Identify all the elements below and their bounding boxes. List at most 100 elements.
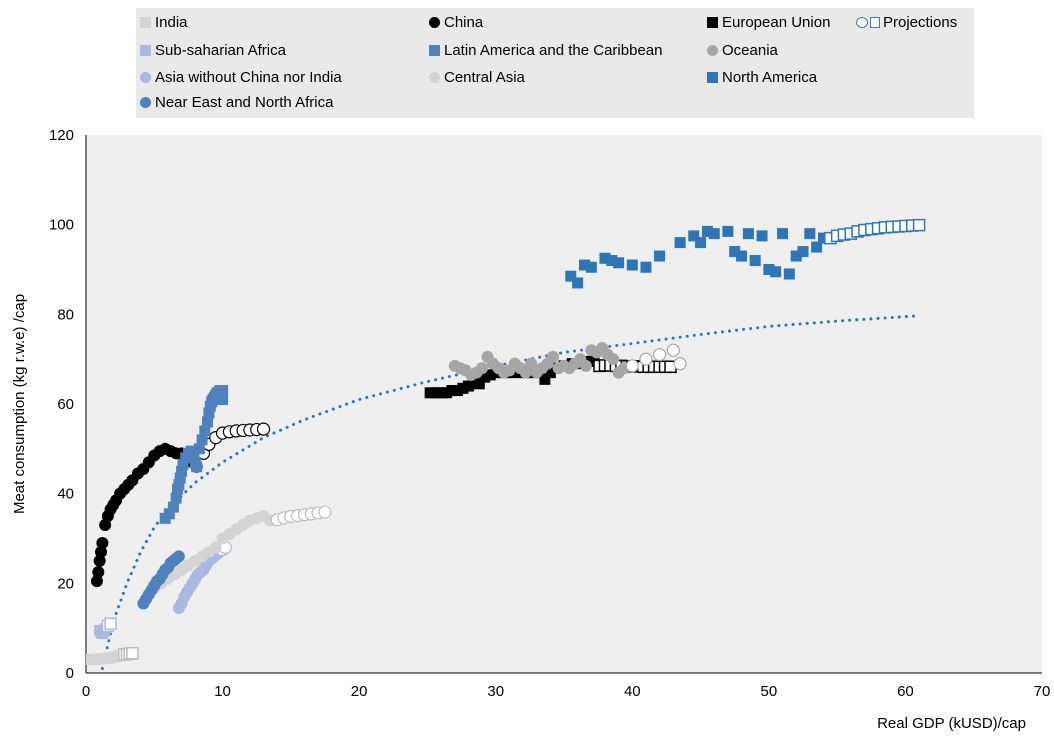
data-point-north-america [783, 268, 795, 280]
projection-point-india [126, 647, 139, 660]
data-point-north-america [654, 250, 666, 262]
square-marker-icon [140, 17, 151, 28]
legend-label: North America [722, 69, 818, 86]
y-tick-label: 40 [57, 486, 74, 503]
data-point-china [90, 575, 103, 588]
data-point-north-america [797, 246, 809, 258]
data-point-north-america [708, 228, 720, 240]
data-point-latin-america-and-the-caribbean [170, 492, 182, 504]
data-point-latin-america-and-the-caribbean [174, 472, 186, 484]
legend-label: Projections [883, 14, 958, 31]
legend-label: Central Asia [444, 69, 525, 86]
projection-point-oceania [666, 343, 680, 357]
x-tick-label: 50 [761, 683, 778, 700]
hollow-square-marker-icon [870, 17, 880, 28]
data-point-latin-america-and-the-caribbean [176, 465, 188, 477]
legend-label: Asia without China nor India [155, 69, 342, 86]
data-point-north-america [599, 252, 611, 264]
data-point-china [95, 545, 108, 558]
circle-marker-icon [429, 72, 440, 83]
data-point-north-america [749, 255, 761, 267]
data-point-latin-america-and-the-caribbean [191, 461, 203, 473]
data-point-oceania [476, 362, 489, 375]
data-point-north-america [722, 225, 734, 237]
legend-label: Oceania [722, 42, 778, 59]
data-point-oceania [519, 366, 532, 379]
projection-point-sub-saharian-africa [104, 617, 117, 630]
data-point-north-america [585, 261, 597, 273]
data-point-oceania [607, 353, 620, 366]
circle-marker-icon [429, 17, 440, 28]
data-point-north-america [606, 255, 618, 267]
projection-point-oceania [625, 359, 639, 373]
y-axis-label: Meat consumption (kg r.w.e) /cap [11, 294, 28, 514]
y-tick-label: 120 [49, 127, 74, 144]
x-ticks: 0 10 20 30 40 50 60 70 [82, 683, 1051, 700]
data-point-north-america [777, 228, 789, 240]
x-tick-label: 20 [351, 683, 368, 700]
data-point-north-america [736, 250, 748, 262]
data-point-north-america [578, 259, 590, 271]
projection-point-oceania [639, 352, 653, 366]
data-point-north-america [674, 237, 686, 249]
y-tick-label: 60 [57, 396, 74, 413]
circle-marker-icon [140, 97, 151, 108]
data-point-european-union [473, 378, 485, 390]
legend-label: Sub-saharian Africa [155, 42, 286, 59]
data-point-latin-america-and-the-caribbean [203, 407, 215, 419]
data-point-oceania [547, 350, 560, 363]
legend-label: China [444, 14, 484, 31]
data-point-european-union [539, 373, 551, 385]
data-point-near-east-and-north-africa [172, 550, 185, 563]
trendline [100, 314, 921, 670]
legend-label: India [155, 14, 188, 31]
square-marker-icon [140, 45, 151, 56]
data-point-north-america [770, 266, 782, 278]
data-point-oceania [525, 357, 538, 370]
data-point-central-asia [209, 541, 222, 554]
y-tick-label: 100 [49, 217, 74, 234]
data-point-china [93, 554, 106, 567]
data-points [85, 218, 926, 666]
legend-label: European Union [722, 14, 831, 31]
data-point-north-america [701, 225, 713, 237]
data-point-north-america [565, 270, 577, 282]
data-point-latin-america-and-the-caribbean [217, 385, 229, 397]
x-tick-label: 30 [487, 683, 504, 700]
legend-label: Near East and North Africa [155, 94, 334, 111]
data-point-north-america [613, 257, 625, 269]
data-point-north-america [742, 228, 754, 240]
legend-label: Latin America and the Caribbean [444, 42, 663, 59]
y-ticks: 0 20 40 60 80 100 120 [49, 127, 74, 682]
y-tick-label: 0 [66, 665, 74, 682]
data-point-north-america [763, 264, 775, 275]
plot-area [86, 135, 1042, 673]
square-marker-icon [707, 72, 718, 83]
projection-point-central-asia [318, 505, 332, 519]
data-point-latin-america-and-the-caribbean [199, 425, 211, 437]
data-point-latin-america-and-the-caribbean [163, 508, 175, 520]
square-marker-icon [707, 17, 718, 28]
data-point-latin-america-and-the-caribbean [202, 416, 214, 428]
x-axis-label: Real GDP (kUSD)/cap [877, 715, 1026, 732]
data-point-north-america [729, 246, 741, 258]
x-tick-label: 10 [214, 683, 231, 700]
projection-point-north-america [912, 218, 926, 232]
data-point-north-america [804, 228, 816, 240]
data-point-north-america [626, 259, 638, 271]
square-marker-icon [429, 45, 440, 56]
x-tick-label: 40 [624, 683, 641, 700]
data-point-north-america [695, 237, 707, 249]
projection-point-oceania [673, 357, 687, 371]
data-point-north-america [811, 241, 823, 253]
data-point-north-america [640, 261, 652, 273]
data-point-north-america [756, 230, 768, 242]
x-tick-label: 60 [897, 683, 914, 700]
data-point-latin-america-and-the-caribbean [217, 394, 229, 406]
x-tick-label: 70 [1034, 683, 1051, 700]
legend: India China European Union Projections S… [136, 8, 974, 118]
hollow-circle-marker-icon [856, 17, 868, 28]
data-point-european-union [588, 353, 600, 365]
data-point-latin-america-and-the-caribbean [167, 501, 179, 513]
